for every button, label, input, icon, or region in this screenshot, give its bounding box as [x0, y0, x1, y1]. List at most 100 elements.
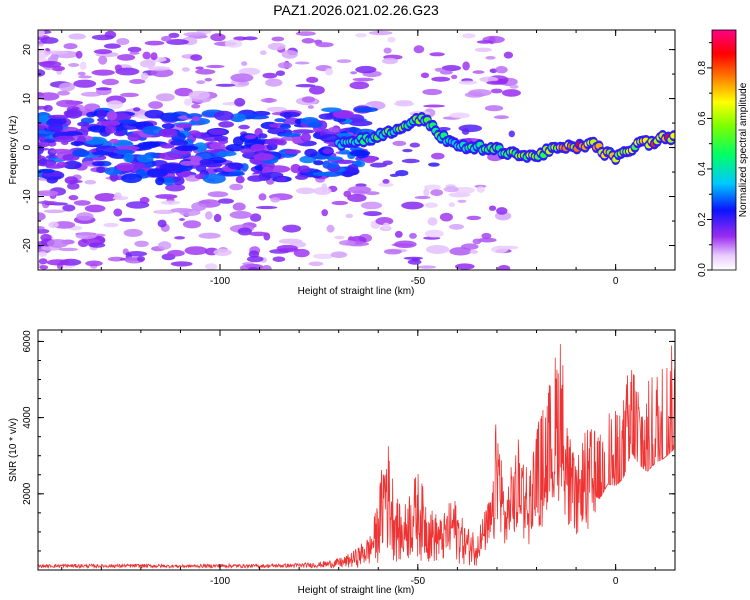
spectrogram-blob: [250, 144, 266, 152]
spectrogram-blob: [325, 68, 333, 76]
spectrogram-blob: [170, 261, 193, 267]
spectrogram-blob: [235, 175, 245, 184]
spectrogram-blob: [77, 121, 90, 127]
spectrogram-blob: [46, 259, 70, 266]
spectrogram-blob: [42, 172, 63, 177]
spectrogram-blob: [401, 158, 420, 164]
spectrogram-blob: [58, 247, 79, 252]
spectrogram-blob: [477, 237, 497, 243]
spectrogram-blob: [80, 91, 102, 97]
spectrogram-blob: [199, 159, 214, 165]
snr-background: [38, 330, 675, 570]
spectrogram-blob: [258, 193, 267, 201]
spectrogram-blob: [38, 251, 47, 257]
spectrogram-blob: [179, 218, 185, 221]
spectrogram-blob: [150, 68, 174, 78]
colorbar-tick-label: 0.4: [697, 162, 708, 176]
spectrogram-blob: [338, 240, 356, 246]
spectrogram-blob: [441, 65, 461, 72]
spectrogram-blob: [278, 132, 302, 137]
spectrogram-blob: [352, 77, 374, 82]
spectrogram-blob: [448, 202, 455, 208]
spectrogram-blob: [75, 232, 97, 240]
spectrogram-blob: [76, 212, 94, 221]
spectrogram-blob: [424, 184, 441, 190]
spectrogram-blob: [238, 124, 250, 130]
spectrogram-blob: [312, 253, 334, 259]
spectrogram-blob: [349, 126, 358, 134]
spectrogram-blob: [62, 160, 82, 170]
spectrogram-blob: [216, 151, 237, 157]
spectrogram-blob: [321, 107, 342, 113]
x-tick-label: 0: [613, 576, 619, 587]
spectrogram-blob: [449, 247, 472, 256]
spectrogram-blob: [38, 49, 49, 59]
spectrogram-blob: [501, 89, 521, 97]
spectrogram-blob: [247, 175, 265, 182]
spectrogram-blob: [392, 140, 407, 146]
spectrogram-blob: [350, 71, 357, 75]
spectrogram-blob: [73, 200, 91, 206]
spectrogram-blob: [349, 81, 370, 90]
spectrogram-blob: [119, 217, 136, 222]
spectrogram-blob: [136, 154, 154, 163]
spectrogram-blob: [148, 101, 164, 109]
spectrogram-blob: [409, 142, 420, 148]
spectrogram-blob: [394, 101, 414, 107]
spectrogram-blob: [38, 190, 59, 197]
spectrogram-blob: [248, 267, 259, 270]
x-tick-label: -100: [210, 576, 230, 587]
spectrogram-blob: [453, 186, 475, 194]
spectrogram-blob: [53, 135, 75, 143]
spectrogram-blob: [295, 174, 308, 180]
spectrogram-blob: [228, 162, 243, 170]
spectrogram-blob: [336, 59, 352, 63]
spectrogram-blob: [113, 208, 123, 217]
spectrogram-blob: [261, 265, 272, 270]
snr-series-line: [38, 344, 675, 570]
spectrogram-blob: [270, 197, 281, 203]
spectrogram-blob: [349, 149, 371, 157]
spectrogram-blob: [95, 87, 112, 91]
spectrogram-blob: [115, 145, 140, 151]
spectrogram-blob: [440, 70, 453, 75]
spectrogram-blob: [165, 183, 186, 192]
spectrogram-blob: [414, 195, 431, 200]
spectrogram-blob: [347, 186, 372, 194]
spectrogram-blob: [127, 133, 141, 142]
spectrogram-blob: [134, 240, 149, 247]
spectrogram-blob: [48, 117, 67, 126]
spectrogram-blob: [205, 211, 213, 220]
spectrogram-blob: [191, 103, 201, 109]
spectrogram-blob: [129, 51, 140, 55]
spectrogram-blob: [282, 224, 301, 233]
spectrogram-blob: [382, 160, 393, 166]
spectrogram-blob: [159, 163, 181, 172]
spectrogram-blob: [355, 33, 367, 38]
spectrogram-blob: [242, 36, 258, 41]
spectrogram-blob: [461, 128, 470, 135]
spectrogram-blob: [142, 51, 151, 60]
spectrogram-blob: [46, 176, 58, 184]
spectrogram-blob: [283, 112, 292, 119]
spectrogram-blob: [508, 130, 515, 138]
spectrogram-blob: [332, 110, 355, 119]
spectrogram-blob: [107, 256, 125, 262]
spectrogram-blob: [146, 168, 168, 178]
spectrogram-blob: [136, 256, 146, 262]
spectrogram-blobs: [38, 30, 675, 270]
spectrogram-blob: [161, 123, 175, 129]
spectrogram-blob: [73, 79, 97, 88]
spectrogram-blob: [370, 162, 388, 168]
spectrogram-blob: [47, 114, 70, 119]
spectrogram-blob: [265, 78, 283, 87]
spectrogram-blob: [218, 121, 235, 128]
spectrogram-blob: [292, 129, 315, 134]
spectrogram-blob: [68, 195, 79, 201]
spectrogram-blob: [496, 207, 508, 215]
spectrogram-blob: [389, 173, 400, 177]
spectrogram-blob: [488, 205, 497, 211]
spectrogram-blob: [43, 209, 66, 214]
spectrogram-blob: [334, 235, 345, 240]
